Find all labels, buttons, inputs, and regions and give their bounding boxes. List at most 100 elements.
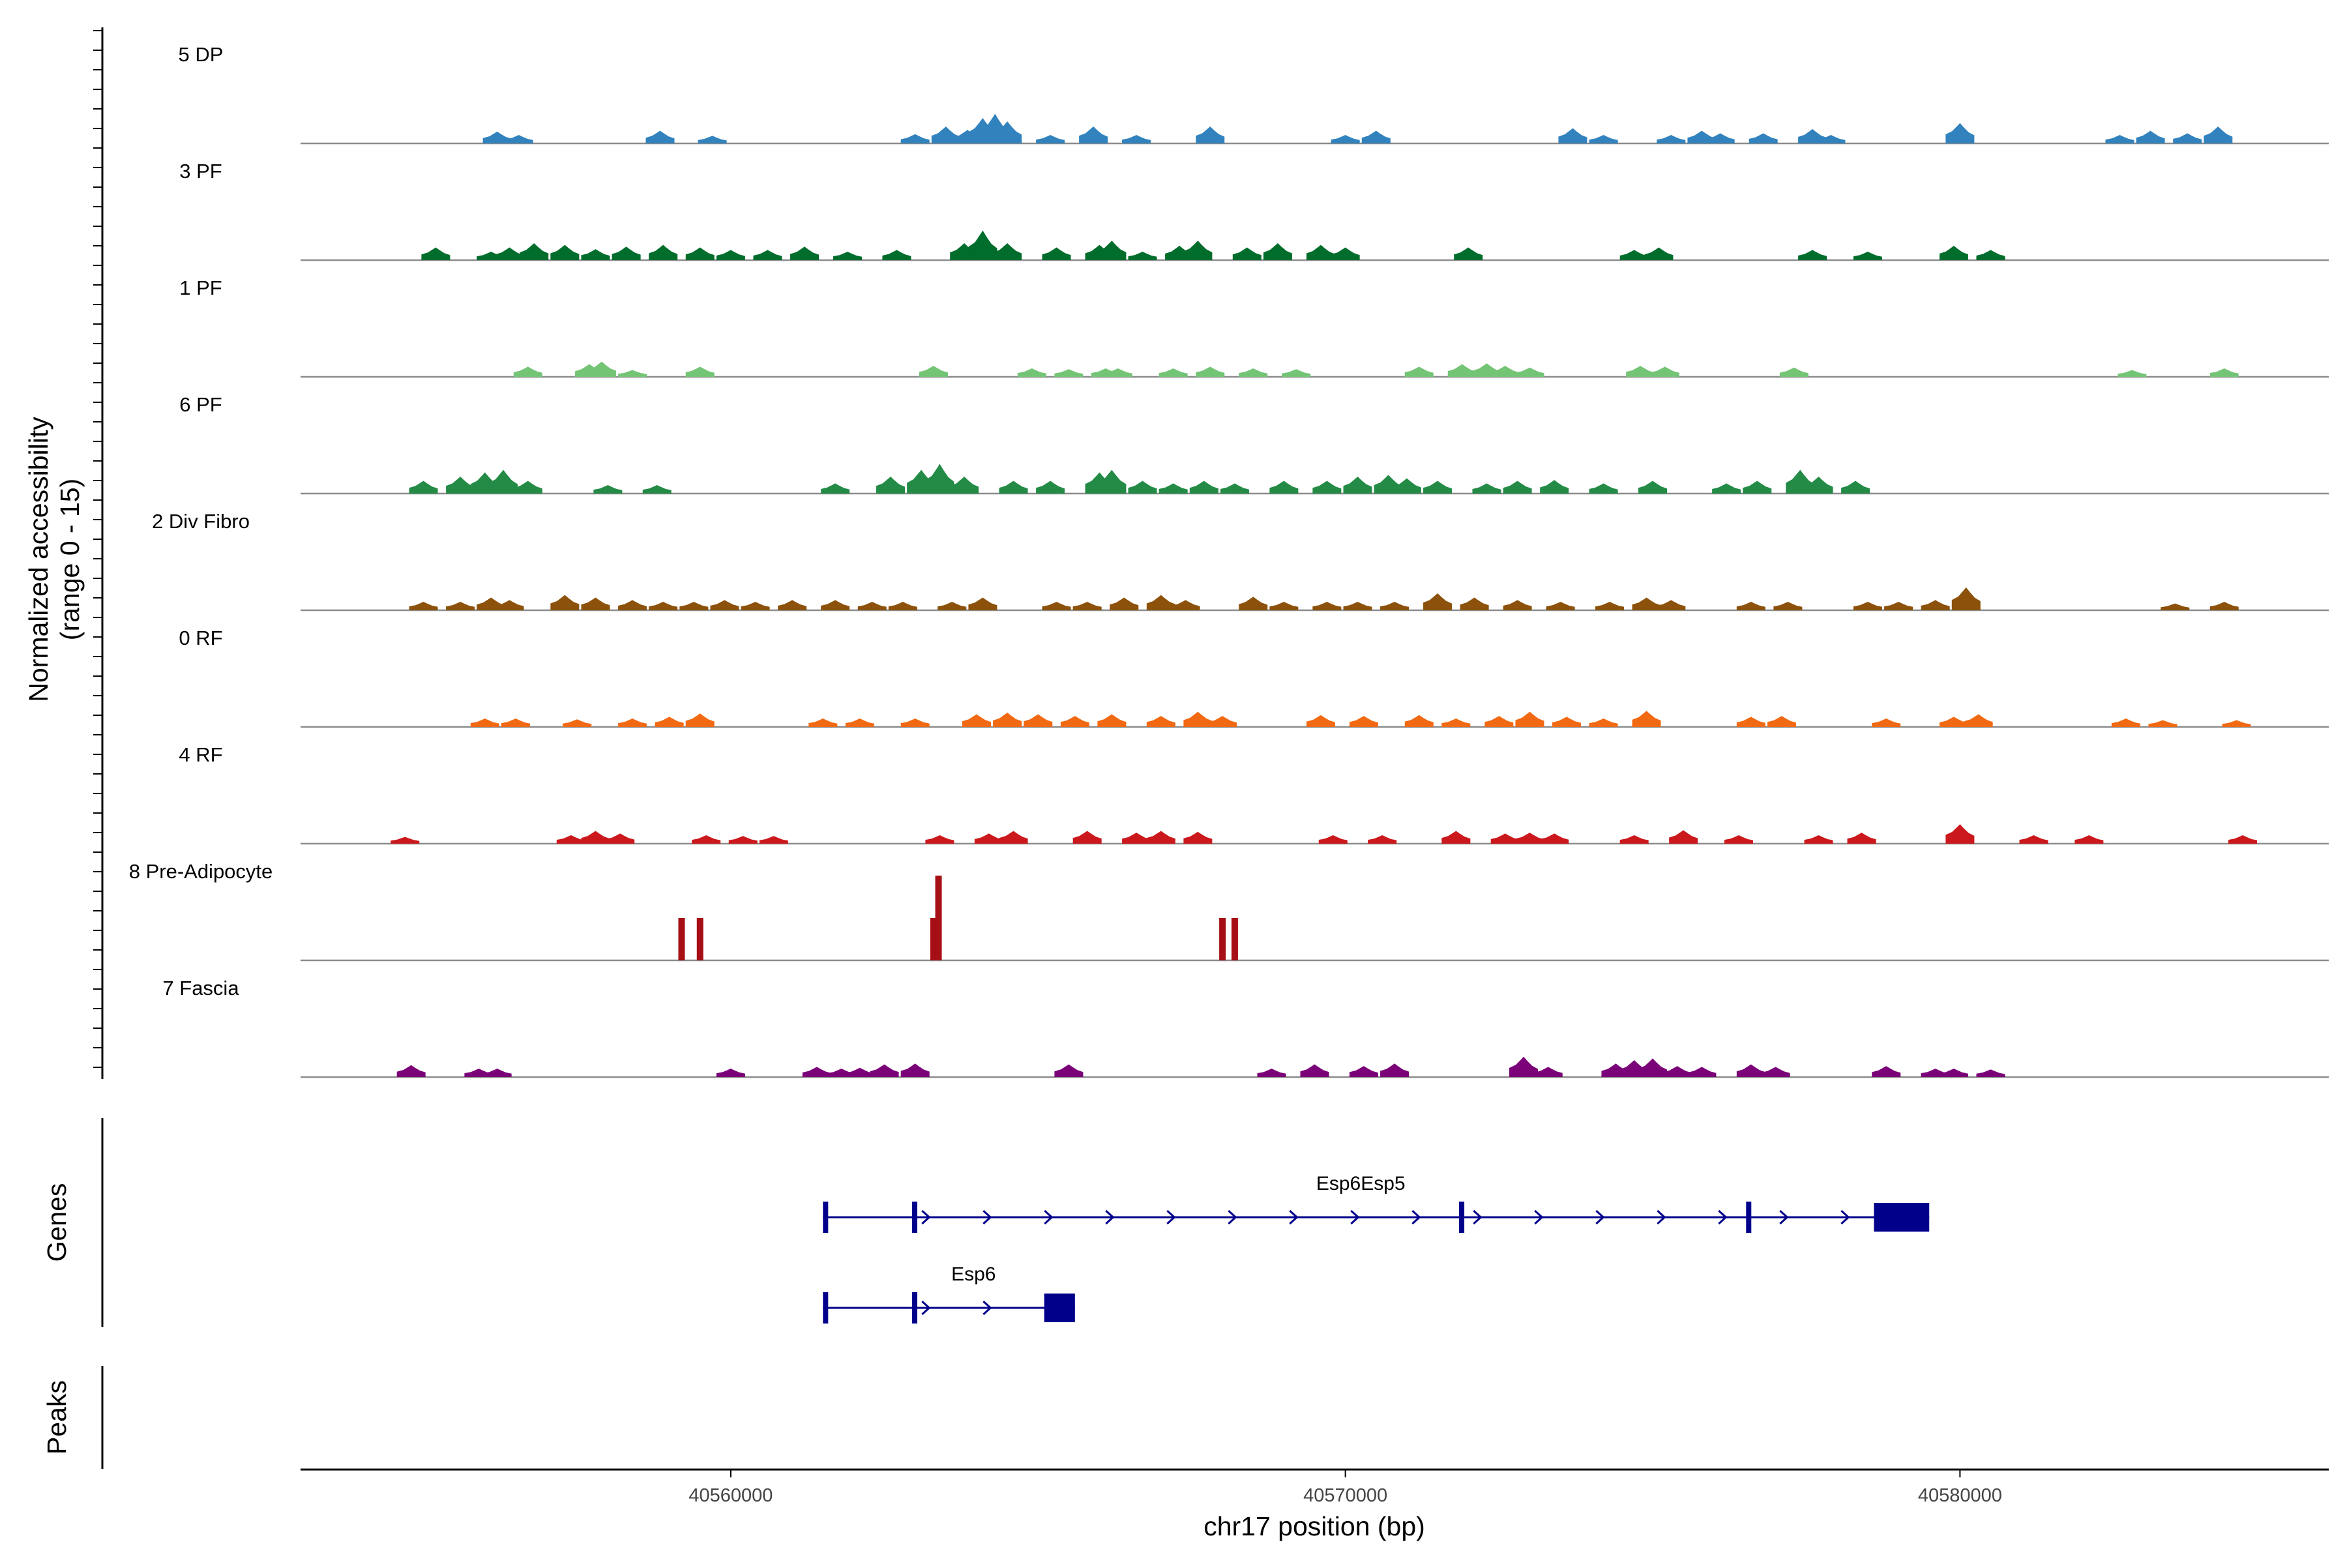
coverage-peak	[2173, 133, 2202, 143]
coverage-peak	[802, 1067, 831, 1077]
track-6: 4 RF	[179, 743, 2329, 845]
coverage-peak	[1743, 481, 1772, 494]
coverage-peak	[790, 246, 819, 260]
coverage-peak	[1042, 602, 1071, 610]
coverage-tracks: 5 DP 3 PF 1 PF 6 PF 2 Div Fibro 0 RF 4 RF 8 Pre…	[129, 43, 2329, 1078]
coverage-peak	[581, 831, 610, 844]
gene-annotations: Esp6Esp5 Esp6	[823, 1173, 1930, 1324]
coverage-peak	[1361, 130, 1391, 143]
coverage-peak	[1042, 247, 1071, 260]
strand-arrow	[982, 1209, 992, 1225]
coverage-peak	[495, 600, 524, 610]
coverage-peak	[1122, 135, 1151, 143]
gene-name-label: Esp6Esp5	[1316, 1173, 1406, 1194]
coverage-peak	[845, 1067, 874, 1077]
coverage-peak	[2148, 720, 2177, 727]
coverage-peak	[2105, 135, 2134, 143]
exon	[823, 1202, 829, 1233]
coverage-peak	[876, 477, 906, 494]
coverage-peak	[1454, 247, 1483, 260]
coverage-peak	[2111, 718, 2140, 727]
coverage-peak	[759, 836, 788, 844]
coverage-peak	[925, 464, 954, 494]
coverage-peak	[1060, 716, 1089, 727]
exon	[1459, 1202, 1465, 1233]
coverage-peak	[1761, 1067, 1790, 1077]
coverage-peak	[2209, 368, 2239, 377]
track-8: 7 Fascia	[162, 977, 2329, 1078]
coverage-peak	[1767, 716, 1796, 727]
coverage-peak	[1146, 595, 1175, 610]
track-label: 2 Div Fibro	[152, 510, 250, 533]
coverage-peak	[1017, 368, 1046, 377]
strand-arrow	[1289, 1209, 1299, 1225]
coverage-peak	[1638, 481, 1667, 494]
coverage-peak	[1331, 135, 1360, 143]
coverage-peak	[1183, 711, 1213, 727]
coverage-peak	[1472, 483, 1501, 494]
coverage-peak	[1705, 133, 1735, 143]
coverage-peak	[1976, 1069, 2005, 1077]
coverage-peak	[1306, 244, 1335, 260]
coverage-peak	[1196, 366, 1225, 377]
coverage-peak	[1945, 824, 1975, 844]
coverage-peak	[1939, 245, 1968, 260]
exon	[1746, 1202, 1752, 1233]
coverage-peak	[1540, 833, 1569, 844]
coverage-peak	[1804, 477, 1833, 494]
strand-arrow	[1473, 1209, 1483, 1225]
track-label: 6 PF	[179, 393, 222, 416]
coverage-peak	[606, 833, 635, 844]
coverage-peak	[778, 600, 807, 610]
coverage-peak	[1798, 250, 1827, 260]
coverage-peak	[645, 130, 675, 143]
coverage-peak	[685, 247, 715, 260]
coverage-peak	[1208, 716, 1237, 727]
coverage-peak	[1441, 831, 1471, 844]
coverage-peak	[391, 836, 420, 844]
coverage-peak	[1626, 366, 1655, 377]
coverage-peak	[2222, 720, 2251, 727]
gene-Esp6Esp5[interactable]: Esp6Esp5	[823, 1173, 1930, 1233]
coverage-peak	[446, 477, 475, 494]
coverage-peak	[1558, 128, 1587, 143]
coverage-peak	[618, 370, 647, 377]
coverage-peak	[1146, 716, 1175, 727]
coverage-peak	[1219, 918, 1226, 960]
coverage-peak	[1736, 717, 1765, 727]
x-tick-label: 40560000	[688, 1485, 773, 1506]
coverage-peak	[1945, 123, 1975, 143]
coverage-peak	[1533, 1067, 1563, 1077]
coverage-peak	[618, 600, 647, 610]
coverage-peak	[1231, 918, 1238, 960]
coverage-peak	[1490, 833, 1520, 844]
peaks-panel-label: Peaks	[42, 1380, 72, 1455]
coverage-peak	[900, 1063, 930, 1077]
coverage-peak	[1103, 368, 1132, 377]
coverage-peak	[1540, 480, 1569, 494]
strand-arrow	[1840, 1209, 1850, 1225]
coverage-peak	[1872, 718, 1901, 727]
coverage-peak	[1146, 831, 1175, 844]
track-2: 1 PF	[179, 276, 2329, 378]
track-label: 8 Pre-Adipocyte	[129, 860, 273, 883]
coverage-peak	[1589, 483, 1618, 494]
coverage-peak	[1054, 1064, 1084, 1077]
coverage-peak	[925, 835, 954, 844]
coverage-peak	[1183, 241, 1213, 260]
coverage-peak	[446, 602, 475, 610]
gene-Esp6[interactable]: Esp6	[823, 1264, 1075, 1324]
coverage-peak	[513, 481, 542, 494]
coverage-peak	[1939, 717, 1968, 727]
coverage-peak	[1503, 481, 1532, 494]
coverage-peak	[1423, 593, 1453, 610]
coverage-peak	[937, 602, 967, 610]
strand-arrow	[1411, 1209, 1421, 1225]
coverage-peak	[1343, 477, 1372, 494]
strand-arrow	[1166, 1209, 1176, 1225]
coverage-peak	[1816, 135, 1846, 143]
coverage-peak	[962, 714, 991, 727]
coverage-peak	[1269, 481, 1299, 494]
coverage-peak	[821, 483, 850, 494]
